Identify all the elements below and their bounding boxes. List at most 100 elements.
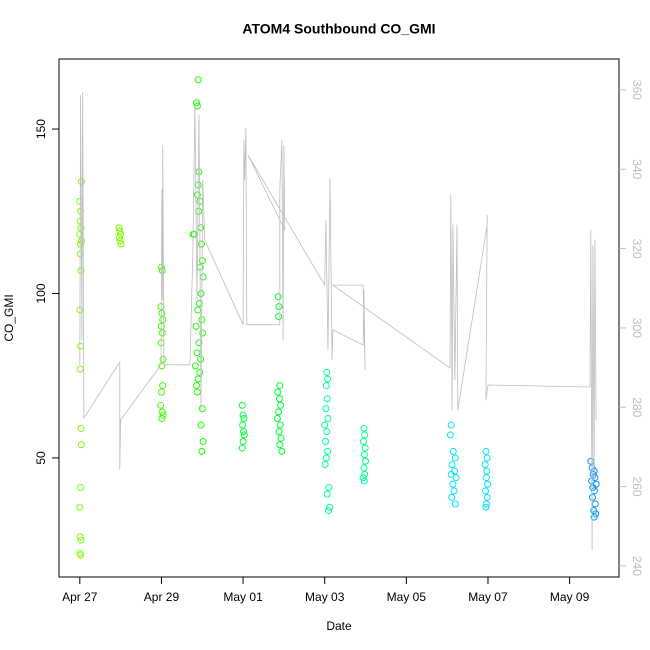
point [446,431,454,439]
point [239,428,247,436]
point [277,401,285,409]
y-tick-label: 100 [34,283,48,303]
point [361,470,369,478]
point [482,500,490,508]
point [195,299,203,307]
point [193,102,201,110]
point [589,484,597,492]
y2-tick-label: 240 [630,556,644,576]
point [158,329,166,337]
point [157,388,165,396]
point [324,414,332,422]
point [324,507,332,515]
point [159,411,167,419]
point [193,382,201,390]
point [448,461,456,469]
line [79,91,597,551]
point [194,76,202,84]
point [76,503,84,511]
point [77,536,85,544]
point [239,421,247,429]
point [158,414,166,422]
point [276,421,284,429]
point [450,487,458,495]
point [77,441,85,449]
y2-tick-label: 300 [630,318,644,338]
point [277,434,285,442]
point [195,339,203,347]
point [76,197,84,205]
point [322,405,330,413]
point [194,375,202,383]
y-tick-label: 150 [34,119,48,139]
point [275,428,283,436]
x-tick-label: May 03 [305,590,345,604]
point [238,401,246,409]
point [157,401,165,409]
point [195,207,203,215]
point [273,414,281,422]
point [275,313,283,321]
point [193,349,201,357]
point [275,408,283,416]
point [275,303,283,311]
x-tick-label: Apr 29 [144,590,180,604]
point [77,551,85,559]
y2-tick-label: 280 [630,397,644,417]
point [321,461,329,469]
point [76,365,84,373]
point [77,342,85,350]
point [322,437,330,445]
point [238,444,246,452]
point [323,395,331,403]
point [447,421,455,429]
point [449,447,457,455]
point [159,316,167,324]
point [360,464,368,472]
point [323,490,331,498]
point [159,382,167,390]
point [447,470,455,478]
y-tick-label: 50 [34,451,48,465]
point [276,382,284,390]
point [360,451,368,459]
point [359,474,367,482]
plot-frame [58,58,620,578]
point [199,273,207,281]
point [321,421,329,429]
point [359,437,367,445]
point [193,191,201,199]
y2-tick-label: 340 [630,159,644,179]
point [589,470,597,478]
x-tick-label: May 01 [223,590,263,604]
point [360,477,368,485]
point [199,437,207,445]
point [484,480,492,488]
point [158,362,166,370]
point [276,441,284,449]
point [193,99,201,107]
y2-tick-label: 320 [630,239,644,259]
point [482,503,490,511]
x-tick-label: May 05 [387,590,427,604]
point [76,533,84,541]
point [77,266,85,274]
point [196,368,204,376]
point [239,411,247,419]
point [115,234,123,242]
point [590,513,598,521]
y-axis-label: CO_GMI [2,294,16,341]
point [483,493,491,501]
point [592,510,600,518]
point [323,368,331,376]
point [361,431,369,439]
point [193,388,201,396]
point [117,230,125,238]
point [197,240,205,248]
point [482,447,490,455]
point [326,503,334,511]
chart-title: ATOM4 Southbound CO_GMI [242,21,435,37]
point [240,414,248,422]
point [77,424,85,432]
